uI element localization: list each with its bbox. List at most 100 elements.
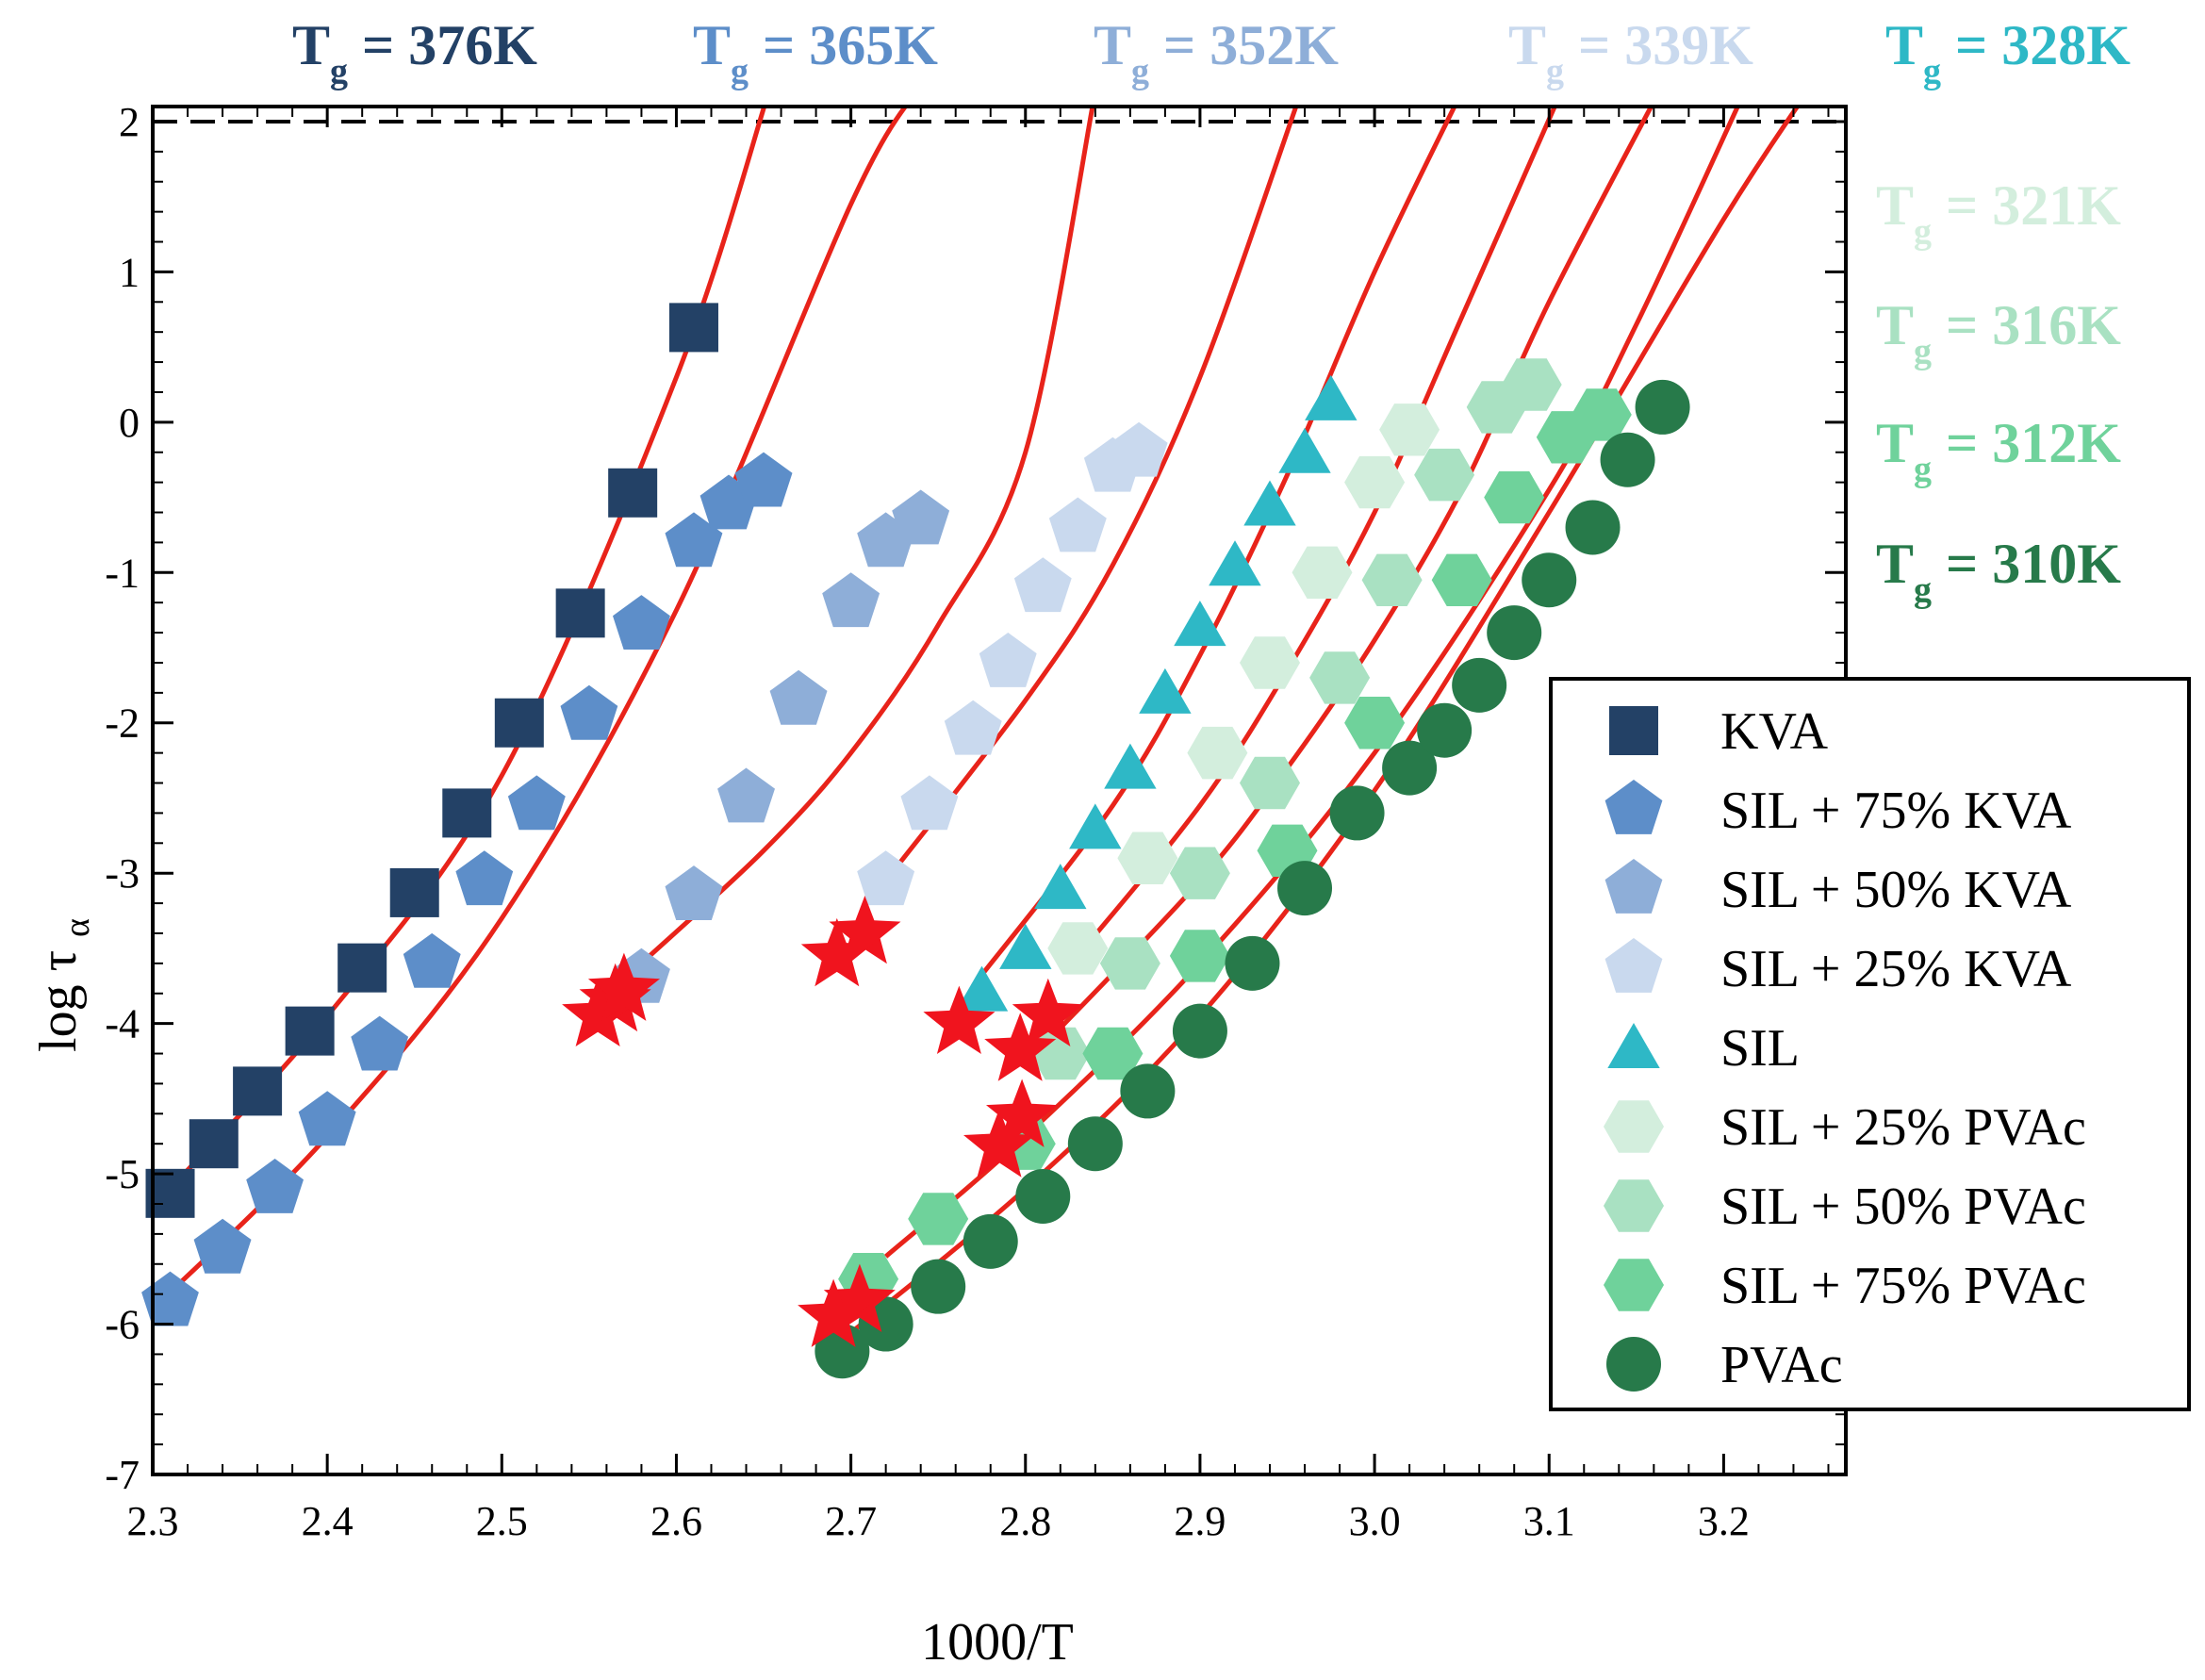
tg-subscript: g — [1914, 212, 1932, 252]
data-point-2 — [892, 489, 950, 545]
star-marker — [986, 1079, 1059, 1147]
legend-marker — [1604, 1100, 1664, 1153]
data-point-0 — [442, 788, 492, 838]
star-marker — [1012, 978, 1084, 1046]
data-point-7 — [1431, 553, 1492, 606]
tg-label: Tg = 312K — [1876, 412, 2121, 489]
legend-label: SIL — [1720, 1019, 1800, 1078]
data-point-1 — [560, 684, 618, 740]
data-point-1 — [665, 512, 723, 568]
data-point-8 — [1487, 605, 1542, 661]
data-point-8 — [1225, 935, 1280, 991]
data-point-7 — [1082, 1027, 1144, 1080]
y-tick-label: -5 — [105, 1151, 140, 1197]
tg-symbol: T — [1094, 14, 1131, 76]
tg-subscript: g — [1914, 450, 1932, 489]
data-point-0 — [668, 303, 718, 353]
x-tick-label: 3.2 — [1698, 1498, 1750, 1544]
tg-value: = 339K — [1564, 14, 1753, 76]
x-tick-label: 2.6 — [650, 1498, 702, 1544]
tg-subscript: g — [1546, 52, 1564, 91]
tg-symbol: T — [1885, 14, 1923, 76]
tg-value: = 310K — [1932, 533, 2121, 595]
x-tick-label: 3.0 — [1349, 1498, 1401, 1544]
data-point-3 — [1048, 497, 1107, 552]
y-tick-label: 0 — [119, 400, 140, 446]
data-point-1 — [507, 775, 566, 831]
legend-marker — [1607, 1023, 1660, 1068]
data-point-4 — [1305, 374, 1358, 420]
tg-subscript: g — [330, 52, 348, 91]
axes-layer: 2.3 2.4 2.5 2.6 2.7 2.8 2.9 3.0 3.1 3.2 -7 -6 -5 -4 -3… — [105, 99, 1848, 1544]
data-point-8 — [1120, 1063, 1176, 1119]
y-tick-label: -7 — [105, 1452, 140, 1498]
data-point-2 — [769, 669, 828, 725]
legend-marker — [1604, 1179, 1664, 1232]
data-point-3 — [1013, 557, 1072, 613]
data-point-4 — [1139, 667, 1192, 714]
data-point-2 — [822, 572, 880, 628]
data-point-3 — [857, 850, 915, 906]
data-point-8 — [1329, 785, 1385, 841]
data-point-4 — [1034, 864, 1087, 910]
data-point-1 — [298, 1091, 356, 1146]
tg-symbol: T — [1876, 174, 1914, 237]
data-point-1 — [246, 1159, 304, 1213]
x-tick-label: 2.9 — [1174, 1498, 1226, 1544]
legend-label: PVAc — [1720, 1336, 1843, 1394]
x-tick-label: 2.7 — [825, 1498, 877, 1544]
tg-label: Tg = 328K — [1885, 14, 2131, 91]
legend-marker — [1606, 1337, 1661, 1392]
y-axis-title: log τ — [29, 950, 88, 1052]
data-point-8 — [1600, 432, 1655, 487]
star-marker — [829, 896, 901, 964]
tg-subscript: g — [731, 52, 749, 91]
data-point-2 — [717, 767, 775, 823]
data-point-4 — [955, 965, 1009, 1012]
data-point-4 — [1104, 743, 1157, 789]
data-point-5 — [1047, 922, 1109, 975]
legend-marker — [1609, 706, 1658, 755]
tg-label: Tg = 310K — [1876, 533, 2121, 610]
data-point-8 — [1565, 500, 1621, 555]
data-point-6 — [1099, 937, 1160, 990]
tg-symbol: T — [292, 14, 330, 76]
data-point-8 — [1417, 702, 1473, 758]
data-point-5 — [1379, 404, 1440, 456]
data-point-4 — [1174, 601, 1226, 647]
data-point-1 — [141, 1271, 199, 1326]
data-point-4 — [1069, 803, 1122, 849]
data-point-8 — [1172, 1003, 1227, 1059]
legend-label: SIL + 75% KVA — [1720, 782, 2072, 840]
fit-curve-0 — [153, 107, 767, 1209]
x-tick-label: 3.1 — [1523, 1498, 1575, 1544]
tg-value: = 316K — [1932, 294, 2121, 356]
svg-text:log τ α: log τ α — [29, 918, 97, 1052]
fit-curve-2 — [639, 107, 1095, 965]
legend-label: SIL + 75% PVAc — [1720, 1257, 2086, 1315]
tg-label: Tg = 339K — [1508, 14, 1753, 91]
data-point-0 — [494, 698, 544, 748]
star-markers-layer — [562, 896, 1084, 1347]
data-point-8 — [1452, 657, 1507, 713]
data-point-8 — [815, 1324, 870, 1379]
data-point-8 — [1522, 552, 1577, 608]
data-point-6 — [1309, 651, 1371, 704]
tg-value: = 365K — [749, 14, 938, 76]
tg-value: = 328K — [1941, 14, 2131, 76]
tg-value: = 376K — [348, 14, 537, 76]
data-point-6 — [1414, 448, 1475, 502]
data-point-3 — [1110, 421, 1168, 477]
data-point-6 — [1361, 553, 1423, 606]
data-point-5 — [1344, 455, 1406, 509]
fit-curve-3 — [883, 107, 1299, 882]
star-marker — [562, 978, 634, 1046]
data-point-3 — [900, 775, 959, 831]
tg-subscript: g — [1914, 332, 1932, 371]
data-point-4 — [1278, 427, 1331, 473]
tg-value: = 352K — [1149, 14, 1339, 76]
data-point-4 — [1243, 480, 1296, 526]
x-tick-label: 2.8 — [999, 1498, 1051, 1544]
tg-label: Tg = 376K — [292, 14, 537, 91]
tg-label: Tg = 365K — [693, 14, 938, 91]
